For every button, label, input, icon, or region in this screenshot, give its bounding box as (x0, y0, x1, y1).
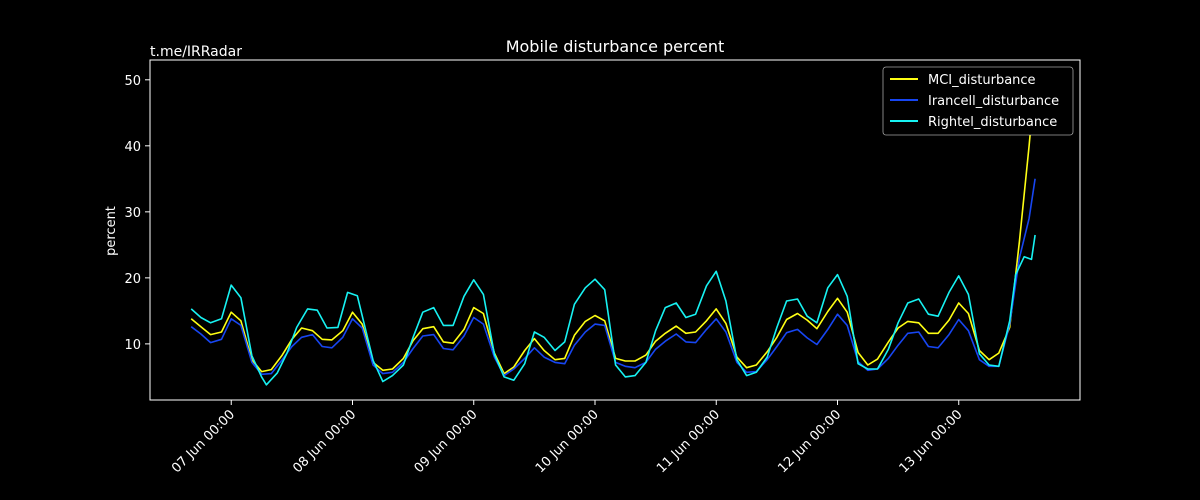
legend-items: MCI_disturbance Irancell_disturbance Right… (890, 73, 1059, 130)
y-tick-label: 40 (124, 140, 141, 155)
y-tick-label: 50 (124, 74, 141, 89)
plot-frame (149, 59, 1081, 401)
watermark: t.me/IRRadar (150, 44, 242, 60)
y-axis-label: percent (104, 206, 119, 256)
y-tick-label: 20 (124, 272, 141, 287)
legend: MCI_disturbance Irancell_disturbance Right… (882, 66, 1074, 136)
y-tick-label: 30 (124, 206, 141, 221)
chart-title: Mobile disturbance percent (506, 37, 725, 56)
series-line-rightel-disturbance (190, 234, 1036, 386)
legend-label: Rightel_disturbance (928, 115, 1057, 130)
legend-box (882, 66, 1074, 136)
legend-label: Irancell_disturbance (928, 94, 1059, 109)
series-layer (190, 79, 1036, 386)
legend-label: MCI_disturbance (928, 73, 1036, 88)
series-line-mci-disturbance (190, 79, 1036, 375)
y-tick-label: 10 (124, 338, 141, 353)
y-axis: 10 20 30 40 50 (124, 74, 150, 353)
